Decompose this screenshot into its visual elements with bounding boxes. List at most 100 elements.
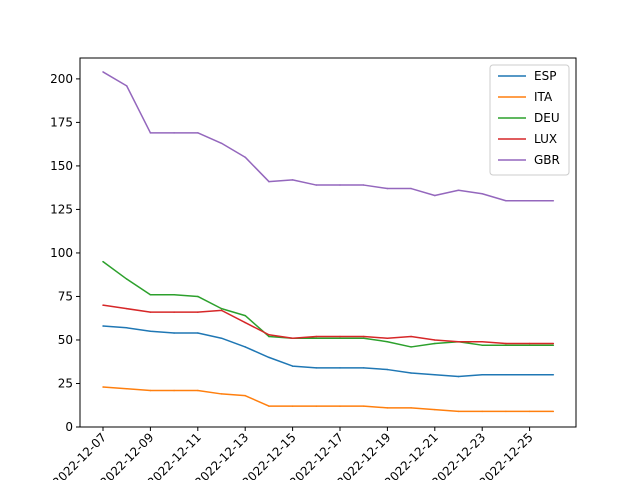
legend-box [489,64,570,176]
data-point-lux [552,342,555,345]
series-line-deu [102,261,554,348]
data-point-ita [410,407,412,409]
series-line-lux [102,304,554,345]
data-point-gbr [410,187,412,190]
data-point-ita [339,405,341,407]
data-point-lux [315,335,318,338]
data-point-esp [197,332,199,334]
data-point-gbr [434,194,436,197]
data-point-esp [291,365,294,367]
data-point-esp [125,327,128,329]
y-tick-label: 175 [50,115,73,129]
data-point-lux [339,335,341,338]
data-point-esp [552,374,555,376]
data-point-deu [173,293,175,296]
data-point-ita [197,389,199,392]
data-point-deu [315,337,318,339]
data-point-gbr [386,187,389,190]
data-point-ita [386,407,389,409]
data-point-ita [362,405,365,407]
data-point-deu [434,342,436,345]
data-point-gbr [149,132,152,134]
data-point-gbr [244,156,246,158]
data-point-deu [102,260,104,263]
data-point-esp [149,330,152,333]
legend-label-ita: ITA [534,90,553,104]
data-point-ita [244,394,246,397]
y-tick-label: 25 [58,376,73,390]
data-point-esp [244,346,246,348]
data-point-esp [481,374,483,376]
series-line-esp [102,325,554,378]
data-point-ita [291,405,294,407]
data-point-esp [528,374,531,376]
data-point-esp [268,356,270,359]
data-point-esp [362,367,365,369]
data-point-gbr [197,132,199,134]
data-point-lux [434,339,436,341]
data-point-gbr [362,184,365,186]
data-point-deu [528,344,531,346]
data-point-lux [505,342,507,345]
data-point-deu [220,307,223,310]
data-point-ita [434,408,436,411]
data-point-ita [173,389,175,392]
data-point-gbr [125,85,128,87]
y-tick-label: 125 [50,202,73,216]
y-tick-label: 0 [65,420,73,434]
data-point-ita [220,393,223,395]
data-point-gbr [102,71,104,73]
series-line-gbr [102,71,554,202]
data-point-ita [149,389,152,392]
series-line-ita [102,386,554,413]
data-point-deu [268,335,270,338]
data-point-gbr [268,180,270,183]
data-point-lux [410,335,412,338]
y-tick-label: 200 [50,72,73,86]
data-point-esp [386,368,389,371]
x-axis: 2022-12-072022-12-092022-12-112022-12-13… [50,427,536,480]
y-tick-label: 150 [50,159,73,173]
data-point-gbr [552,199,555,202]
data-point-deu [362,337,365,339]
data-point-gbr [457,189,460,192]
data-point-lux [197,311,199,313]
axes-frame [79,57,577,428]
data-point-lux [102,304,104,306]
data-point-deu [505,344,507,346]
data-point-lux [528,342,531,345]
data-point-esp [505,374,507,376]
data-point-esp [434,374,436,376]
data-point-lux [149,311,152,313]
legend: ESP ITA DEU LUX GBR [489,64,570,176]
legend-label-esp: ESP [534,69,556,83]
data-point-deu [125,278,128,280]
y-axis: 0 25 50 75 100 125 150 175 200 [50,72,80,434]
data-point-gbr [505,199,507,202]
x-tick-label: 2022-12-07 [50,430,109,480]
data-point-esp [457,375,460,378]
data-point-ita [102,386,104,388]
plot-area [102,71,555,413]
data-point-ita [552,410,555,413]
data-point-deu [552,344,555,346]
data-point-lux [291,337,294,339]
data-point-deu [339,337,341,339]
data-point-lux [362,335,365,338]
data-point-lux [220,309,223,312]
data-point-gbr [528,199,531,202]
data-point-gbr [173,132,175,134]
y-tick-label: 75 [58,289,73,303]
data-point-lux [268,334,270,336]
data-point-gbr [339,184,341,186]
data-point-ita [125,387,128,390]
data-point-lux [244,321,246,324]
data-point-gbr [481,193,483,195]
data-point-esp [173,332,175,334]
data-point-esp [102,325,104,327]
data-point-lux [125,307,128,310]
legend-label-lux: LUX [534,132,557,146]
data-point-ita [505,410,507,413]
data-point-ita [268,405,270,407]
